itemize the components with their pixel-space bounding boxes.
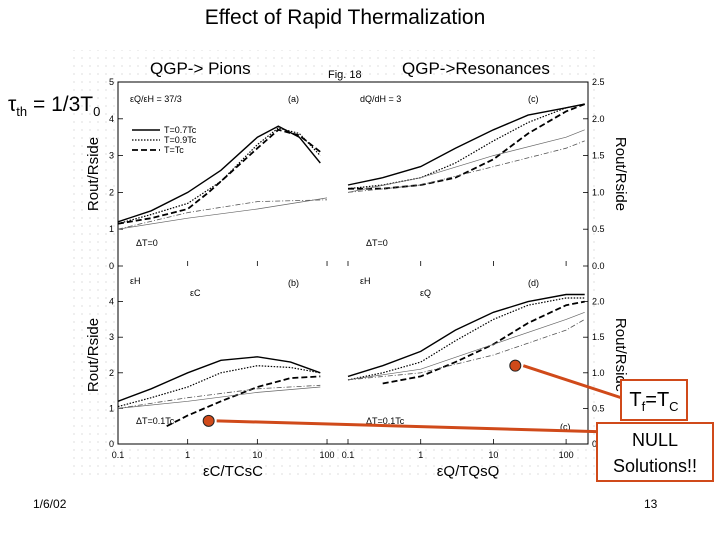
y-tick-label-top-right: 0.0 (592, 261, 605, 271)
tau-subscript: th (16, 104, 28, 120)
series-line-top-right-0 (347, 103, 585, 186)
tf-sub: f (641, 399, 646, 414)
legend-entry: T=0.7Tc (164, 125, 197, 135)
panel-tag-top-left: (a) (288, 94, 299, 104)
y-axis-label-top-left: Rout/Rside (85, 137, 102, 211)
solution-marker (202, 414, 215, 427)
panel-annotation-bottom-right: εQ (420, 288, 431, 298)
series-line-bottom-right-4 (347, 311, 585, 381)
y-tick-label-top-right: 1.0 (592, 187, 605, 197)
label-qgp-pions: QGP-> Pions (150, 59, 251, 78)
y-tick-label-top-left: 4 (109, 114, 114, 124)
y-tick-label-top-right: 1.5 (592, 151, 605, 161)
x-tick-label-bottom-right: 0.1 (342, 450, 355, 460)
series-line-bottom-left-0 (117, 356, 321, 402)
series-line-bottom-left-2 (166, 375, 321, 428)
tau-symbol: τ (8, 93, 17, 116)
y-tick-label-bottom-left: 4 (109, 297, 114, 307)
figure-label: Fig. 18 (328, 69, 362, 81)
y-tick-label-bottom-left: 2 (109, 368, 114, 378)
series-line-top-left-3 (117, 199, 328, 230)
x-tick-label-bottom-left: 1 (185, 450, 190, 460)
series-line-bottom-left-4 (117, 386, 321, 409)
series-line-bottom-right-1 (347, 297, 585, 381)
tf-equals-tc-box: Tf=TC (620, 379, 688, 421)
solution-marker (509, 359, 522, 372)
footer-page-number: 13 (644, 497, 658, 511)
annotation-arrow (216, 419, 611, 434)
y-axis-label-bottom-left: Rout/Rside (85, 318, 102, 392)
series-line-top-left-1 (117, 127, 321, 225)
chart-series (117, 103, 586, 428)
series-line-top-right-1 (347, 103, 585, 190)
x-tick-label-bottom-right: 1 (418, 450, 423, 460)
y-tick-label-bottom-right: 1.0 (592, 368, 605, 378)
tau-rhs-subscript: 0 (93, 104, 101, 120)
panel-tag2-bottom-right: (c) (560, 422, 571, 432)
y-tick-label-top-left: 0 (109, 261, 114, 271)
series-line-bottom-left-1 (117, 365, 321, 408)
y-tick-label-bottom-left: 1 (109, 403, 114, 413)
tau-rhs: = 1/3T (27, 93, 94, 116)
footer-date: 1/6/02 (33, 497, 67, 511)
panel-tag-top-right: (c) (528, 94, 539, 104)
x-tick-label-bottom-left: 100 (320, 450, 335, 460)
x-tick-label-bottom-right: 100 (559, 450, 574, 460)
x-tick-label-bottom-left: 10 (252, 450, 262, 460)
null-line-2: Solutions!! (612, 456, 698, 476)
y-axis-label-bottom-right: Rout/Rside (612, 318, 629, 392)
tau-formula: τth = 1/3T0 (8, 93, 100, 119)
series-line-bottom-left-3 (117, 384, 321, 409)
delta-t-bottom-right: ΔT=0.1Tc (366, 416, 405, 426)
x-tick-label-bottom-left: 0.1 (112, 450, 125, 460)
panel-annotation-bottom-right: εH (360, 276, 371, 286)
x-axis-label-bottom-right: εQ/TQsQ (437, 463, 500, 480)
slide-title: Effect of Rapid Thermalization (204, 6, 486, 29)
y-tick-label-bottom-left: 0 (109, 439, 114, 449)
series-line-bottom-right-0 (347, 293, 585, 378)
tf-sub2: C (669, 399, 679, 414)
y-tick-label-top-left: 5 (109, 77, 114, 87)
tf-rest: =T (645, 389, 670, 411)
panel-tag-bottom-right: (d) (528, 278, 539, 288)
series-line-top-left-4 (117, 197, 328, 230)
label-qgp-resonances: QGP->Resonances (402, 59, 550, 78)
annotation-arrows (202, 359, 623, 434)
y-tick-label-top-left: 1 (109, 224, 114, 234)
chart-axes (117, 81, 588, 445)
tf-main: T (629, 389, 642, 411)
series-line-top-left-2 (117, 128, 321, 225)
y-tick-label-top-right: 0.5 (592, 224, 605, 234)
legend-entry: T=Tc (164, 145, 184, 155)
series-line-top-right-4 (347, 129, 585, 193)
y-tick-label-top-left: 3 (109, 151, 114, 161)
panel-tag-bottom-left: (b) (288, 278, 299, 288)
null-solutions-box: NULL Solutions!! (596, 422, 714, 482)
panel-note-top-left: εQ/εH = 37/3 (130, 94, 182, 104)
panel-note-top-right: dQ/dH = 3 (360, 94, 401, 104)
y-tick-label-top-right: 2.0 (592, 114, 605, 124)
y-tick-label-bottom-right: 0.5 (592, 403, 605, 413)
legend-entry: T=0.9Tc (164, 135, 197, 145)
x-tick-label-bottom-right: 10 (488, 450, 498, 460)
series-line-bottom-right-3 (347, 319, 585, 381)
panel-annotation-bottom-left: εC (190, 288, 201, 298)
null-line-1: NULL (631, 430, 679, 450)
y-tick-label-top-right: 2.5 (592, 77, 605, 87)
y-tick-label-bottom-right: 1.5 (592, 332, 605, 342)
y-tick-label-bottom-left: 3 (109, 332, 114, 342)
y-tick-label-top-left: 2 (109, 187, 114, 197)
delta-t-top-left: ΔT=0 (136, 238, 158, 248)
y-tick-label-bottom-right: 2.0 (592, 297, 605, 307)
y-axis-label-top-right: Rout/Rside (612, 137, 629, 211)
annotation-arrow (522, 364, 623, 400)
x-axis-label-bottom-left: εC/TCsC (203, 463, 263, 480)
delta-t-bottom-left: ΔT=0.1Tc (136, 416, 175, 426)
panel-annotation-bottom-left: εH (130, 276, 141, 286)
delta-t-top-right: ΔT=0 (366, 238, 388, 248)
